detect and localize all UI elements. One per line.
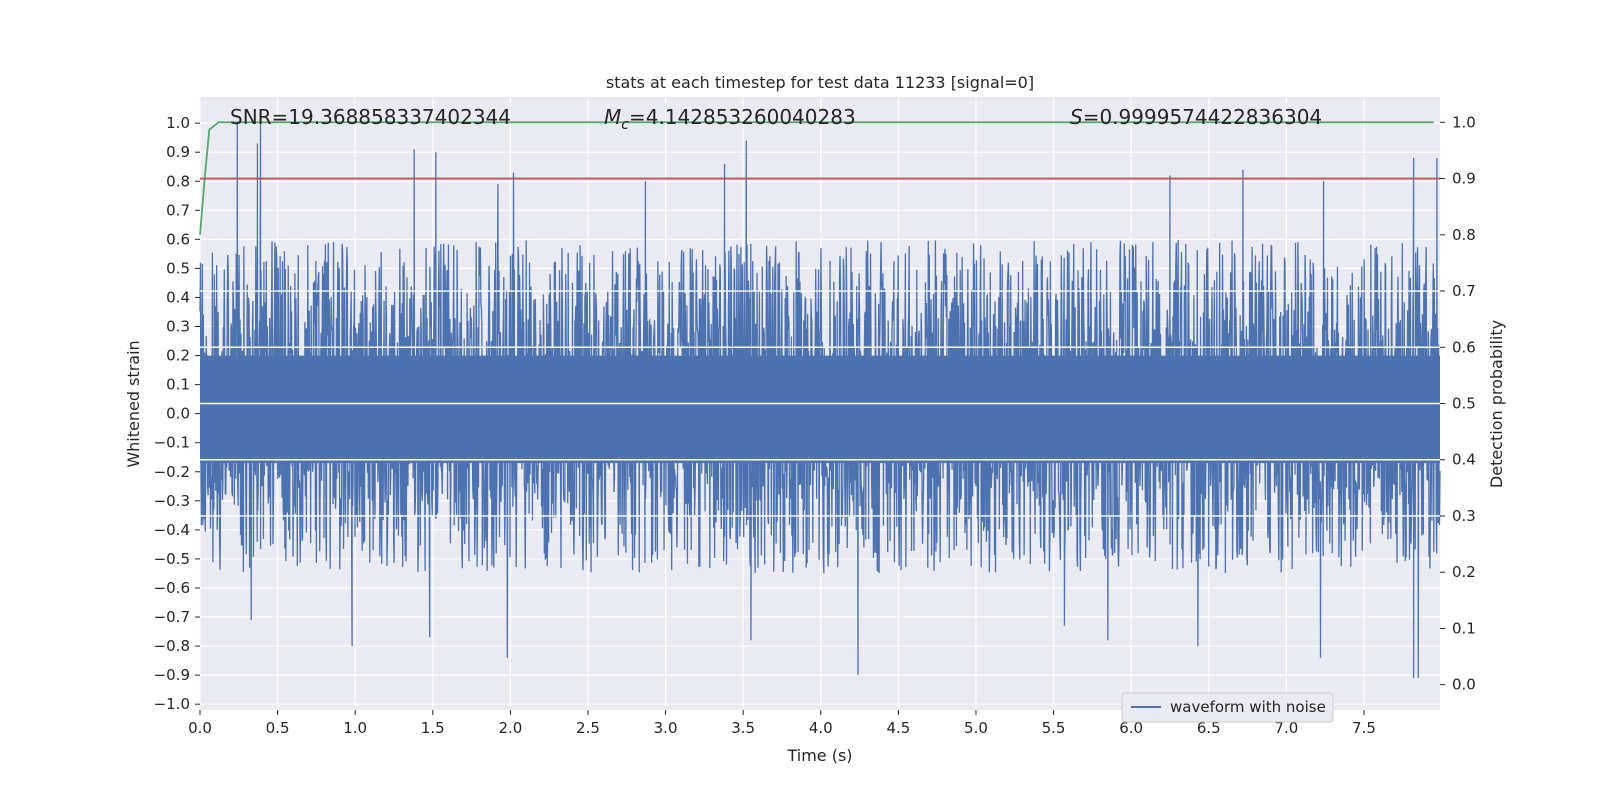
chirp-mass-subscript: c	[621, 117, 629, 133]
x-tick-label: 1.0	[343, 719, 367, 737]
x-tick-label: 2.0	[498, 719, 522, 737]
x-tick-label: 7.5	[1352, 719, 1376, 737]
y-tick-label: −0.7	[154, 608, 190, 626]
y2-axis-label: Detection probability	[1487, 320, 1506, 488]
legend-entry: waveform with noise	[1170, 698, 1326, 716]
x-tick-label: 3.0	[654, 719, 678, 737]
x-tick-label: 1.5	[421, 719, 445, 737]
x-axis-label: Time (s)	[786, 746, 852, 765]
score-symbol: S	[1070, 105, 1083, 129]
y-tick-label: 0.5	[166, 259, 190, 277]
y2-tick-label: 0.4	[1452, 451, 1476, 469]
y-tick-label: −0.3	[154, 492, 190, 510]
y-tick-label: −0.6	[154, 579, 190, 597]
y-tick-label: 0.0	[166, 405, 190, 423]
waveform-core-band	[200, 355, 1440, 464]
x-tick-label: 3.5	[731, 719, 755, 737]
x-tick-label: 6.5	[1197, 719, 1221, 737]
y-tick-label: −0.2	[154, 463, 190, 481]
y-tick-label: 0.8	[166, 172, 190, 190]
score-annotation: S=0.9999574422836304	[1070, 105, 1322, 129]
probability-layer	[199, 121, 1440, 235]
y-tick-label: 0.4	[166, 288, 190, 306]
y2-tick-label: 0.9	[1452, 170, 1476, 188]
y-tick-label: −1.0	[154, 695, 190, 713]
y-tick-label: 1.0	[166, 114, 190, 132]
y-tick-label: 0.2	[166, 347, 190, 365]
x-tick-label: 0.5	[266, 719, 290, 737]
chirp-mass-symbol: M	[604, 105, 621, 129]
score-value: =0.9999574422836304	[1083, 105, 1322, 129]
y-tick-label: −0.4	[154, 521, 190, 539]
x-tick-label: 5.0	[964, 719, 988, 737]
x-tick-label: 0.0	[188, 719, 212, 737]
y-tick-label: −0.8	[154, 637, 190, 655]
y2-tick-label: 1.0	[1452, 113, 1476, 131]
x-tick-label: 5.5	[1042, 719, 1066, 737]
y2-tick-label: 0.0	[1452, 676, 1476, 694]
y-tick-label: −0.5	[154, 550, 190, 568]
y2-tick-label: 0.2	[1452, 563, 1476, 581]
y2-tick-label: 0.5	[1452, 395, 1476, 413]
chirp-mass-annotation: Mc=4.142853260040283	[604, 105, 856, 133]
y2-tick-label: 0.3	[1452, 507, 1476, 525]
y-tick-label: −0.1	[154, 434, 190, 452]
y-tick-label: 0.9	[166, 143, 190, 161]
y-axis-label: Whitened strain	[124, 340, 143, 467]
y2-tick-label: 0.7	[1452, 282, 1476, 300]
x-tick-label: 6.0	[1119, 719, 1143, 737]
legend: waveform with noise	[1121, 692, 1334, 723]
chart-title: stats at each timestep for test data 112…	[606, 73, 1034, 92]
x-tick-label: 7.0	[1274, 719, 1298, 737]
y2-tick-label: 0.6	[1452, 338, 1476, 356]
y-tick-label: 0.3	[166, 318, 190, 336]
y-tick-label: −0.9	[154, 666, 190, 684]
snr-annotation: SNR=19.368858337402344	[230, 105, 511, 129]
x-tick-label: 4.0	[809, 719, 833, 737]
chirp-mass-value: =4.142853260040283	[629, 105, 856, 129]
y2-tick-label: 0.8	[1452, 226, 1476, 244]
y-tick-label: 0.1	[166, 376, 190, 394]
legend-box	[1121, 692, 1334, 723]
axis-layer: 0.0 0.5 1.0 1.5 2.0 2.5 3.0 3.5 4.0 4.5 5.0 5.5 6.0 6…	[154, 113, 1476, 737]
y-tick-label: 0.7	[166, 201, 190, 219]
waveform-layer	[199, 123, 1441, 679]
detection-probability-line	[199, 121, 1434, 235]
x-tick-label: 2.5	[576, 719, 600, 737]
x-tick-label: 4.5	[886, 719, 910, 737]
y-tick-label: 0.6	[166, 230, 190, 248]
y2-tick-label: 0.1	[1452, 619, 1476, 637]
